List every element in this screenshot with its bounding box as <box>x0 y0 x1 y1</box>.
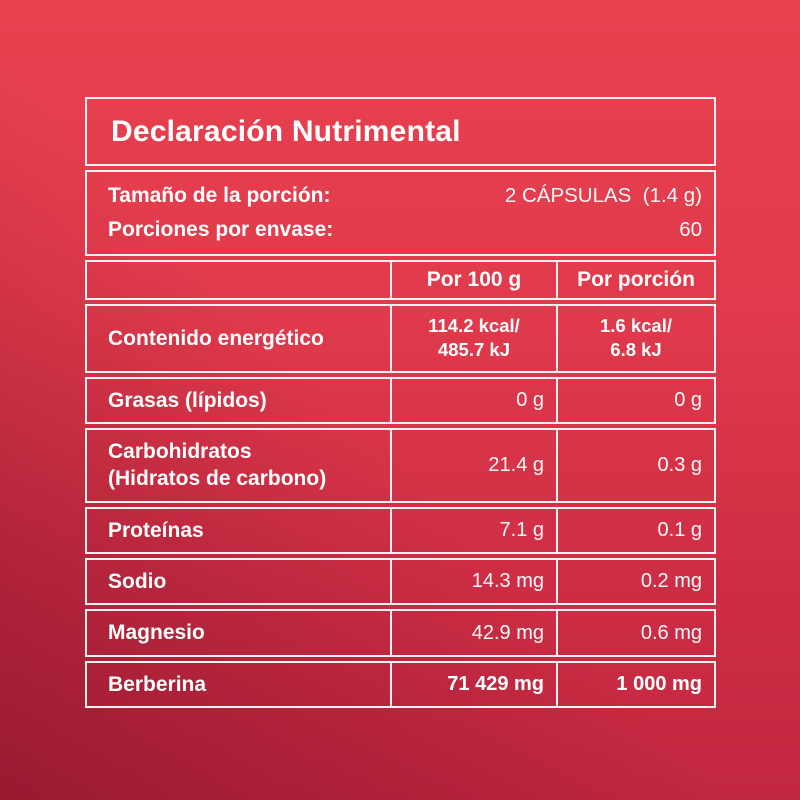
row-label: Berberina <box>108 672 207 696</box>
table-row-carbohidratos: Carbohidratos (Hidratos de carbono) 21.4 … <box>85 428 716 503</box>
table-body: Contenido energético 114.2 kcal/485.7 kJ… <box>85 304 716 708</box>
row-value-per-portion: 0.2 mg <box>556 560 714 604</box>
nutrition-label: Declaración Nutrimental Tamaño de la por… <box>85 97 716 708</box>
title-box: Declaración Nutrimental <box>85 97 716 166</box>
header-per-portion: Por porción <box>556 262 714 298</box>
serving-size-label: Tamaño de la porción: <box>108 184 331 207</box>
row-value-per-portion: 0.3 g <box>556 430 714 501</box>
header-empty-cell <box>87 262 390 298</box>
row-value-per-100g: 114.2 kcal/485.7 kJ <box>390 306 556 371</box>
row-value-per-100g: 14.3 mg <box>390 560 556 604</box>
row-value-per-100g: 71 429 mg <box>390 662 556 706</box>
header-per-100g: Por 100 g <box>390 262 556 298</box>
row-label: Sodio <box>108 570 167 593</box>
row-value-per-portion: 0 g <box>556 378 714 423</box>
row-value-per-portion: 1 000 mg <box>556 662 714 706</box>
row-label: Contenido energético <box>108 326 324 350</box>
servings-per-container-row: Porciones por envase: 60 <box>108 218 702 242</box>
row-value-per-portion: 0.6 mg <box>556 611 714 655</box>
row-value-per-100g: 42.9 mg <box>390 611 556 655</box>
table-row-berberina: Berberina 71 429 mg 1 000 mg <box>85 660 716 708</box>
serving-size-row: Tamaño de la porción: 2 CÁPSULAS (1.4 g) <box>108 184 702 208</box>
servings-per-container-label: Porciones por envase: <box>108 218 334 241</box>
row-label: Grasas (lípidos) <box>108 388 267 412</box>
row-value-per-100g: 0 g <box>390 378 556 423</box>
column-header-row: Por 100 g Por porción <box>85 260 716 300</box>
table-row-proteinas: Proteínas 7.1 g 0.1 g <box>85 506 716 554</box>
table-row-contenido-energetico: Contenido energético 114.2 kcal/485.7 kJ… <box>85 304 716 373</box>
row-value-per-100g: 7.1 g <box>390 508 556 552</box>
table-row-grasas-lipidos: Grasas (lípidos) 0 g 0 g <box>85 376 716 425</box>
row-label: Proteínas <box>108 518 204 542</box>
row-value-per-portion: 1.6 kcal/6.8 kJ <box>556 306 714 371</box>
table-row-magnesio: Magnesio 42.9 mg 0.6 mg <box>85 609 716 657</box>
servings-per-container-value: 60 <box>679 218 702 241</box>
serving-size-value: 2 CÁPSULAS (1.4 g) <box>504 184 702 207</box>
row-label: Carbohidratos (Hidratos de carbono) <box>108 440 327 491</box>
table-row-sodio: Sodio 14.3 mg 0.2 mg <box>85 558 716 606</box>
row-label: Magnesio <box>108 621 205 645</box>
row-value-per-portion: 0.1 g <box>556 508 714 552</box>
serving-info-box: Tamaño de la porción: 2 CÁPSULAS (1.4 g)… <box>85 170 716 256</box>
table-title: Declaración Nutrimental <box>111 114 461 148</box>
row-value-per-100g: 21.4 g <box>390 430 556 501</box>
